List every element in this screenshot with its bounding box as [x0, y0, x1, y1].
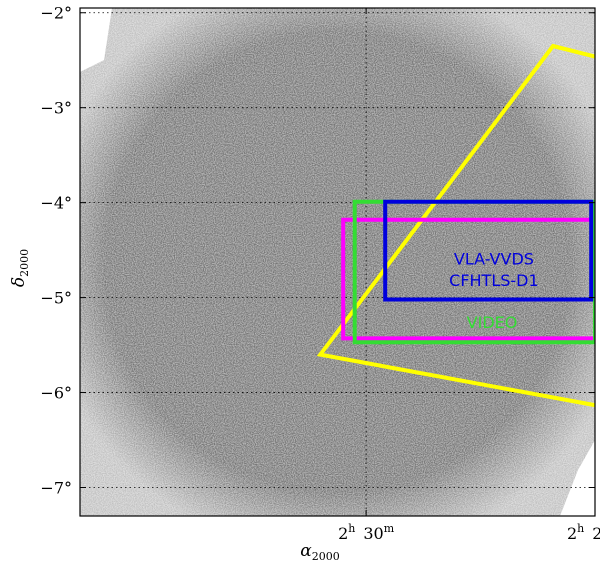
survey-label-video: VIDEO [467, 313, 518, 332]
y-axis-label: δ2000 [9, 249, 31, 287]
y-tick-label: −4° [40, 194, 72, 213]
y-tick-labels: −2° −3° −4° −5° −6° −7° [40, 4, 72, 498]
blank-corner-bottom-right [560, 440, 595, 516]
survey-labels: SWIRESERVSVIDEOVLA-VVDSCFHTLS-D1SpUDSUDS… [449, 249, 539, 332]
y-tick-label: −3° [40, 99, 72, 118]
sky-map-edge-fade [80, 8, 595, 516]
survey-footprints [316, 43, 595, 408]
survey-label-vla-vvds: VLA-VVDS [454, 249, 534, 268]
survey-outline-servs [341, 217, 595, 341]
y-tick-label: −2° [40, 4, 72, 23]
x-tick-label: 2h 24m [567, 522, 600, 543]
blank-corner-top-left [80, 8, 112, 72]
plot-area: SWIRESERVSVIDEOVLA-VVDSCFHTLS-D1SpUDSUDS… [79, 7, 596, 517]
survey-outline-swire [316, 43, 595, 408]
survey-label-cfhtls-d1: CFHTLS-D1 [449, 271, 539, 290]
x-axis-label: α2000 [300, 541, 339, 563]
y-tick-label: −6° [40, 384, 72, 403]
axis-ticks [80, 8, 596, 516]
y-tick-label: −5° [40, 289, 72, 308]
survey-outline-vla-vvds [383, 199, 594, 302]
y-tick-label: −7° [40, 479, 72, 498]
x-tick-label: 2h 30m [338, 522, 395, 543]
plot-frame [79, 7, 596, 517]
